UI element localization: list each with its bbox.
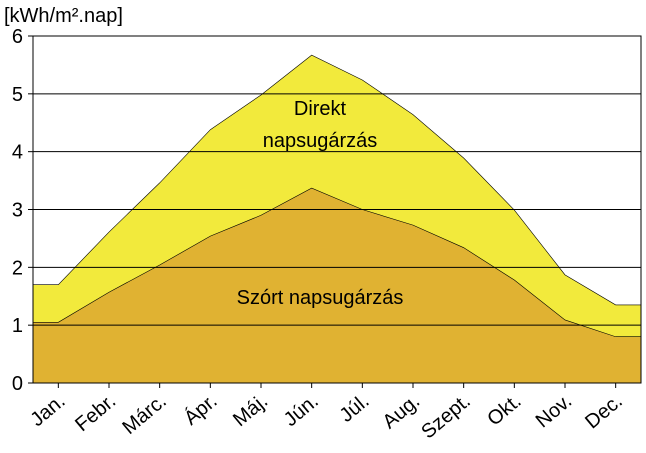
x-tick-label: Jan. bbox=[26, 390, 69, 431]
y-tick-label: 0 bbox=[12, 373, 23, 395]
plot-frame bbox=[32, 35, 642, 384]
x-tick-label: Márc. bbox=[118, 390, 170, 439]
series-label: Direkt napsugárzás bbox=[262, 98, 378, 152]
x-tick-label: Szept. bbox=[417, 390, 475, 443]
y-tick-label: 6 bbox=[12, 26, 23, 48]
x-tick-label: Ápr. bbox=[180, 389, 222, 429]
y-tick-label: 2 bbox=[12, 257, 23, 279]
y-tick-label: 3 bbox=[12, 200, 23, 222]
x-tick-label: Júl. bbox=[336, 390, 374, 427]
series-label: Szórt napsugárzás bbox=[236, 287, 404, 309]
y-tick-label: 4 bbox=[12, 142, 23, 164]
x-tick-label: Febr. bbox=[71, 390, 120, 436]
x-tick-label: Nov. bbox=[532, 390, 577, 432]
x-tick-label: Jún. bbox=[280, 390, 323, 431]
x-tick-label: Máj. bbox=[229, 390, 272, 431]
x-tick-label: Okt. bbox=[483, 390, 525, 430]
y-tick-label: 5 bbox=[12, 84, 23, 106]
chart-title: [kWh/m².nap] bbox=[4, 5, 123, 27]
y-tick-label: 1 bbox=[12, 315, 23, 337]
x-tick-label: Dec. bbox=[581, 390, 627, 433]
